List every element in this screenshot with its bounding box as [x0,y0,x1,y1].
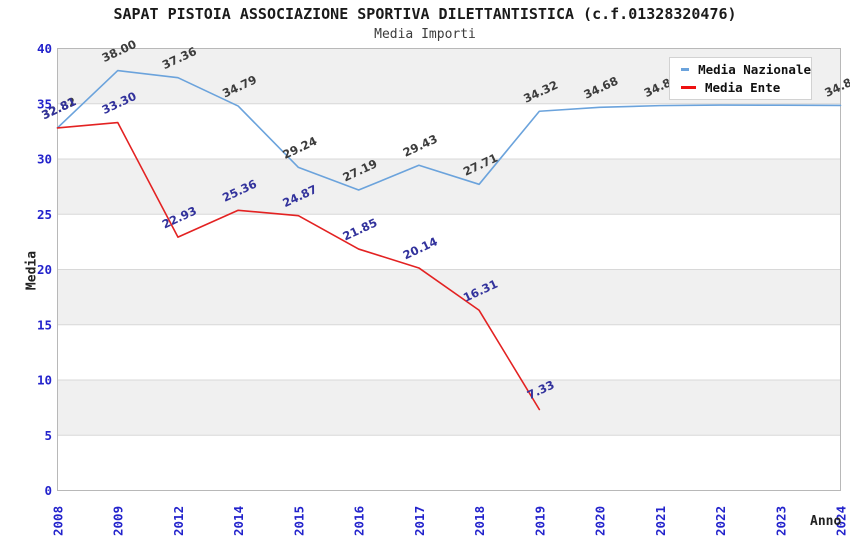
legend-line-swatch-ente [681,86,696,90]
x-tick-label: 2015 [291,506,306,536]
y-tick-label: 5 [44,428,52,443]
x-tick-label: 2012 [171,506,186,536]
legend-line-swatch-nazionale [681,67,690,71]
legend-item-media-nazionale: Media Nazionale [681,62,811,77]
legend-item-media-ente: Media Ente [681,80,811,95]
data-label-media-ente: 20.14 [401,234,440,262]
x-tick-label: 2020 [593,506,608,536]
y-tick-label: 25 [37,207,52,222]
plot-border [57,48,841,491]
y-tick-label: 10 [37,373,52,388]
y-tick-label: 30 [37,152,52,167]
series-line-media-ente [56,121,541,411]
y-tick-label: 35 [37,96,52,111]
x-tick-label: 2016 [352,506,367,536]
plot-band [57,380,841,436]
chart-title: SAPAT PISTOIA ASSOCIAZIONE SPORTIVA DILE… [113,5,737,23]
chart-subtitle: Media Importi [374,27,476,42]
x-tick-label: 2024 [834,506,849,536]
legend-label: Media Nazionale [698,61,811,77]
plot-band [57,159,841,215]
x-tick-label: 2008 [51,506,66,536]
x-tick-label: 2014 [231,506,246,536]
series-line-media-nazionale [56,69,842,191]
data-label-media-ente: 21.85 [341,215,380,243]
x-tick-label: 2009 [111,506,126,536]
x-tick-label: 2023 [773,506,788,536]
plot-band [57,269,841,325]
y-axis-title: Media [24,250,40,291]
x-tick-label: 2018 [472,506,487,536]
x-tick-label: 2017 [412,506,427,536]
y-tick-label: 20 [37,262,52,277]
y-tick-label: 15 [37,317,52,332]
x-tick-label: 2021 [653,506,668,536]
x-axis-title: Anno [810,514,842,529]
y-tick-label: 40 [37,41,52,56]
x-tick-label: 2022 [713,506,728,536]
data-label-media-nazionale: 29.24 [280,134,319,162]
legend-label: Media Ente [705,80,781,96]
y-tick-label: 0 [44,483,52,498]
legend: Media Nazionale Media Ente [669,57,812,100]
x-tick-label: 2019 [532,506,547,536]
data-label-media-nazionale: 29.43 [401,132,440,160]
